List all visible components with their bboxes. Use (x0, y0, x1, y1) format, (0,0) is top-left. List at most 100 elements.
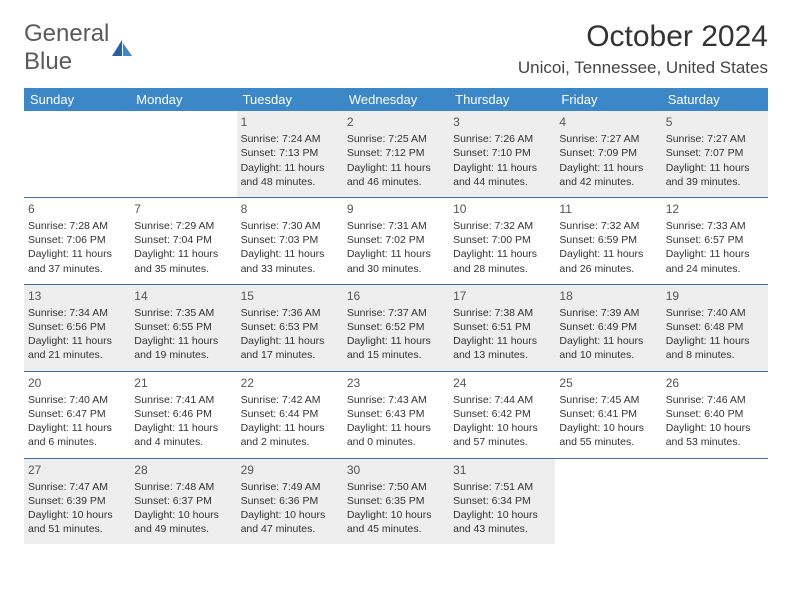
daylight-line: Daylight: 11 hours and 37 minutes. (28, 247, 126, 275)
sunset-line: Sunset: 7:00 PM (453, 233, 551, 247)
daylight-line: Daylight: 10 hours and 45 minutes. (347, 508, 445, 536)
sunrise-line: Sunrise: 7:39 AM (559, 306, 657, 320)
calendar-cell-empty (555, 458, 661, 544)
sunset-line: Sunset: 6:59 PM (559, 233, 657, 247)
logo-text: General Blue (24, 20, 109, 76)
sunset-line: Sunset: 6:57 PM (666, 233, 764, 247)
daylight-line: Daylight: 10 hours and 57 minutes. (453, 421, 551, 449)
day-number: 18 (559, 288, 657, 304)
day-number: 25 (559, 375, 657, 391)
calendar-cell: 15Sunrise: 7:36 AMSunset: 6:53 PMDayligh… (237, 284, 343, 371)
calendar-cell: 25Sunrise: 7:45 AMSunset: 6:41 PMDayligh… (555, 371, 661, 458)
daylight-line: Daylight: 11 hours and 33 minutes. (241, 247, 339, 275)
daylight-line: Daylight: 11 hours and 17 minutes. (241, 334, 339, 362)
calendar-cell: 21Sunrise: 7:41 AMSunset: 6:46 PMDayligh… (130, 371, 236, 458)
calendar-cell: 20Sunrise: 7:40 AMSunset: 6:47 PMDayligh… (24, 371, 130, 458)
sunset-line: Sunset: 7:07 PM (666, 146, 764, 160)
calendar-cell: 17Sunrise: 7:38 AMSunset: 6:51 PMDayligh… (449, 284, 555, 371)
day-number: 2 (347, 114, 445, 130)
header: General Blue October 2024 Unicoi, Tennes… (24, 20, 768, 78)
daylight-line: Daylight: 11 hours and 21 minutes. (28, 334, 126, 362)
sunset-line: Sunset: 6:40 PM (666, 407, 764, 421)
calendar-cell: 2Sunrise: 7:25 AMSunset: 7:12 PMDaylight… (343, 111, 449, 197)
calendar-cell-empty (662, 458, 768, 544)
sunset-line: Sunset: 6:35 PM (347, 494, 445, 508)
day-number: 3 (453, 114, 551, 130)
day-number: 19 (666, 288, 764, 304)
daylight-line: Daylight: 10 hours and 43 minutes. (453, 508, 551, 536)
sunset-line: Sunset: 6:56 PM (28, 320, 126, 334)
day-number: 28 (134, 462, 232, 478)
calendar-row: 20Sunrise: 7:40 AMSunset: 6:47 PMDayligh… (24, 371, 768, 458)
daylight-line: Daylight: 10 hours and 51 minutes. (28, 508, 126, 536)
calendar-cell: 23Sunrise: 7:43 AMSunset: 6:43 PMDayligh… (343, 371, 449, 458)
calendar-cell: 14Sunrise: 7:35 AMSunset: 6:55 PMDayligh… (130, 284, 236, 371)
daylight-line: Daylight: 11 hours and 19 minutes. (134, 334, 232, 362)
daylight-line: Daylight: 11 hours and 39 minutes. (666, 161, 764, 189)
day-number: 22 (241, 375, 339, 391)
sunset-line: Sunset: 7:04 PM (134, 233, 232, 247)
calendar-cell: 12Sunrise: 7:33 AMSunset: 6:57 PMDayligh… (662, 197, 768, 284)
sunset-line: Sunset: 6:36 PM (241, 494, 339, 508)
calendar-row: 27Sunrise: 7:47 AMSunset: 6:39 PMDayligh… (24, 458, 768, 544)
day-number: 23 (347, 375, 445, 391)
daylight-line: Daylight: 10 hours and 47 minutes. (241, 508, 339, 536)
day-header: Tuesday (237, 88, 343, 111)
sunset-line: Sunset: 6:41 PM (559, 407, 657, 421)
daylight-line: Daylight: 11 hours and 2 minutes. (241, 421, 339, 449)
sunset-line: Sunset: 7:02 PM (347, 233, 445, 247)
sunrise-line: Sunrise: 7:51 AM (453, 480, 551, 494)
daylight-line: Daylight: 11 hours and 10 minutes. (559, 334, 657, 362)
sunset-line: Sunset: 7:10 PM (453, 146, 551, 160)
calendar-cell-empty (130, 111, 236, 197)
sunrise-line: Sunrise: 7:27 AM (559, 132, 657, 146)
day-number: 1 (241, 114, 339, 130)
day-header: Sunday (24, 88, 130, 111)
sunrise-line: Sunrise: 7:35 AM (134, 306, 232, 320)
day-number: 27 (28, 462, 126, 478)
calendar-cell-empty (24, 111, 130, 197)
sunset-line: Sunset: 7:06 PM (28, 233, 126, 247)
daylight-line: Daylight: 11 hours and 46 minutes. (347, 161, 445, 189)
logo-sail-icon (111, 39, 133, 57)
calendar-cell: 4Sunrise: 7:27 AMSunset: 7:09 PMDaylight… (555, 111, 661, 197)
calendar-cell: 30Sunrise: 7:50 AMSunset: 6:35 PMDayligh… (343, 458, 449, 544)
sunrise-line: Sunrise: 7:40 AM (666, 306, 764, 320)
sunrise-line: Sunrise: 7:38 AM (453, 306, 551, 320)
calendar-cell: 19Sunrise: 7:40 AMSunset: 6:48 PMDayligh… (662, 284, 768, 371)
sunset-line: Sunset: 6:51 PM (453, 320, 551, 334)
sunrise-line: Sunrise: 7:44 AM (453, 393, 551, 407)
day-number: 11 (559, 201, 657, 217)
day-number: 6 (28, 201, 126, 217)
day-number: 10 (453, 201, 551, 217)
sunset-line: Sunset: 6:49 PM (559, 320, 657, 334)
day-number: 20 (28, 375, 126, 391)
sunrise-line: Sunrise: 7:29 AM (134, 219, 232, 233)
calendar-cell: 1Sunrise: 7:24 AMSunset: 7:13 PMDaylight… (237, 111, 343, 197)
sunrise-line: Sunrise: 7:32 AM (453, 219, 551, 233)
sunset-line: Sunset: 6:42 PM (453, 407, 551, 421)
sunset-line: Sunset: 7:13 PM (241, 146, 339, 160)
sunset-line: Sunset: 6:48 PM (666, 320, 764, 334)
sunrise-line: Sunrise: 7:48 AM (134, 480, 232, 494)
day-number: 12 (666, 201, 764, 217)
sunrise-line: Sunrise: 7:37 AM (347, 306, 445, 320)
logo-text-a: General (24, 20, 109, 47)
calendar-cell: 10Sunrise: 7:32 AMSunset: 7:00 PMDayligh… (449, 197, 555, 284)
calendar-cell: 26Sunrise: 7:46 AMSunset: 6:40 PMDayligh… (662, 371, 768, 458)
title-block: October 2024 Unicoi, Tennessee, United S… (518, 20, 768, 78)
calendar-cell: 31Sunrise: 7:51 AMSunset: 6:34 PMDayligh… (449, 458, 555, 544)
sunset-line: Sunset: 7:03 PM (241, 233, 339, 247)
day-number: 17 (453, 288, 551, 304)
sunrise-line: Sunrise: 7:33 AM (666, 219, 764, 233)
sunrise-line: Sunrise: 7:42 AM (241, 393, 339, 407)
day-number: 16 (347, 288, 445, 304)
sunrise-line: Sunrise: 7:25 AM (347, 132, 445, 146)
daylight-line: Daylight: 11 hours and 0 minutes. (347, 421, 445, 449)
day-number: 9 (347, 201, 445, 217)
day-number: 15 (241, 288, 339, 304)
calendar-table: SundayMondayTuesdayWednesdayThursdayFrid… (24, 88, 768, 544)
calendar-row: 1Sunrise: 7:24 AMSunset: 7:13 PMDaylight… (24, 111, 768, 197)
sunset-line: Sunset: 6:44 PM (241, 407, 339, 421)
month-title: October 2024 (518, 20, 768, 54)
